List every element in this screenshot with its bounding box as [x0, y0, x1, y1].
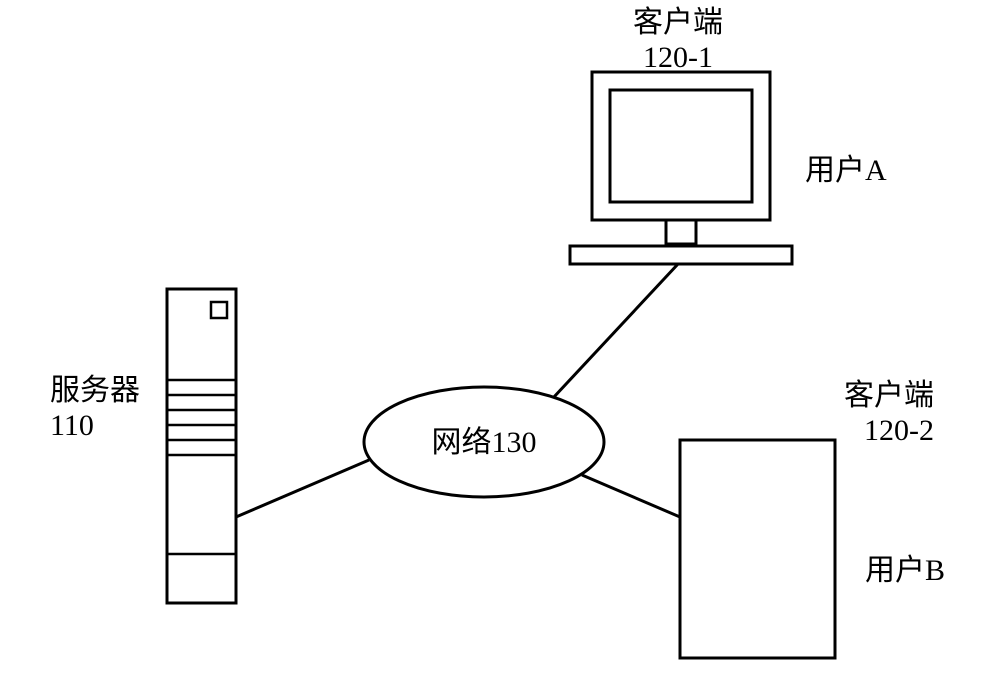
server-slats: [167, 380, 236, 455]
edge-network-client2: [582, 475, 680, 517]
client1-label-name: 客户端: [633, 6, 723, 39]
client1-label-id: 120-1: [643, 41, 713, 74]
client1-stand-base: [570, 246, 792, 264]
server-node: [167, 289, 236, 603]
client2-label-name: 客户端: [844, 379, 934, 412]
edge-server-network: [236, 460, 369, 517]
client1-node: [570, 72, 792, 264]
edge-network-client1: [553, 264, 678, 398]
user-b-label: 用户B: [865, 554, 945, 587]
server-button: [211, 302, 227, 318]
client1-screen: [610, 90, 752, 202]
server-label-name: 服务器: [50, 374, 140, 407]
user-a-label: 用户A: [805, 154, 887, 187]
client1-stand-neck: [666, 220, 696, 244]
client2-node: [680, 440, 835, 658]
server-outline: [167, 289, 236, 603]
server-label-id: 110: [50, 409, 94, 442]
client2-label-id: 120-2: [864, 414, 934, 447]
client1-monitor: [592, 72, 770, 220]
network-label: 网络130: [432, 426, 537, 459]
